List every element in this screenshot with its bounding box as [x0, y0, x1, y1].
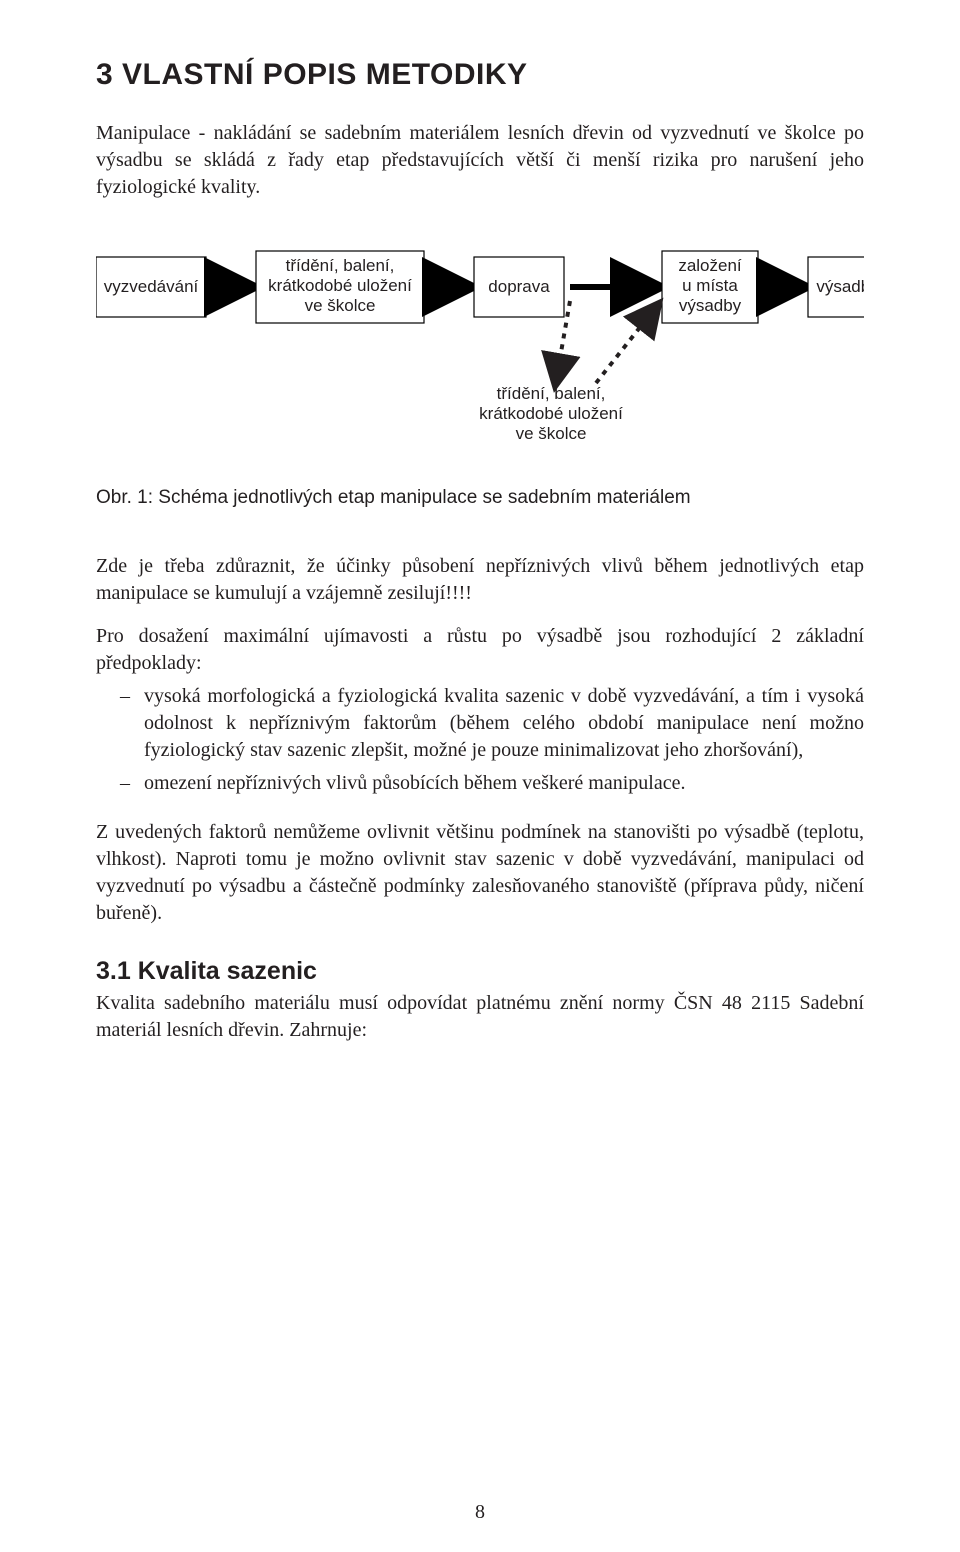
- bullet-list: vysoká morfologická a fyziologická kvali…: [96, 683, 864, 797]
- paragraph-emphasis: Zde je třeba zdůraznit, že účinky působe…: [96, 553, 864, 607]
- intro-paragraph: Manipulace - nakládání se sadebním mater…: [96, 120, 864, 201]
- flow-box-label: krátkodobé uložení: [479, 404, 623, 423]
- paragraph-predpoklady-intro: Pro dosažení maximální ujímavosti a růst…: [96, 623, 864, 677]
- section-title: 3.1 Kvalita sazenic: [96, 957, 864, 986]
- flow-box-label: třídění, balení,: [497, 384, 606, 403]
- flow-box-label: výsadba: [816, 277, 864, 296]
- figure-flow-diagram: vyzvedávání třídění, balení, krátkodobé …: [96, 237, 864, 509]
- flow-box-label: třídění, balení,: [286, 256, 395, 275]
- list-item: omezení nepříznivých vlivů působících bě…: [120, 770, 864, 797]
- paragraph-factors: Z uvedených faktorů nemůžeme ovlivnit vě…: [96, 819, 864, 927]
- chapter-title: 3 VLASTNÍ POPIS METODIKY: [96, 58, 864, 92]
- list-item: vysoká morfologická a fyziologická kvali…: [120, 683, 864, 764]
- flow-box-label: výsadby: [679, 296, 742, 315]
- page-number: 8: [0, 1501, 960, 1524]
- flow-box-label: doprava: [488, 277, 550, 296]
- figure-caption: Obr. 1: Schéma jednotlivých etap manipul…: [96, 487, 864, 509]
- dashed-arrow-icon: [596, 307, 656, 383]
- flow-box-label: krátkodobé uložení: [268, 276, 412, 295]
- paragraph-section-intro: Kvalita sadebního materiálu musí odpovíd…: [96, 990, 864, 1044]
- flow-box-label: ve školce: [305, 296, 376, 315]
- flow-box-label: u místa: [682, 276, 738, 295]
- flow-box-label: založení: [678, 256, 742, 275]
- flow-box-label: ve školce: [516, 424, 587, 443]
- flow-box-label: vyzvedávání: [104, 277, 199, 296]
